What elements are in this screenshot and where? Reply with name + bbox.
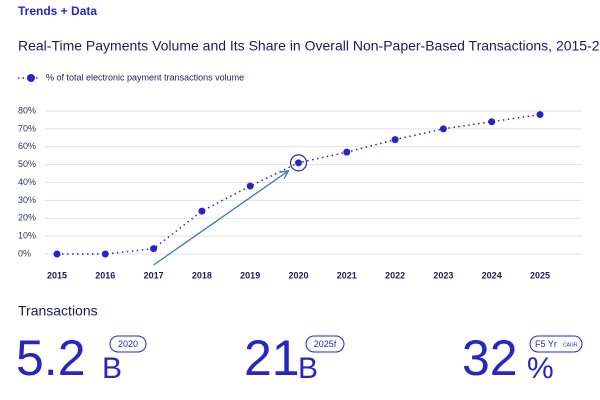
y-tick-label: 70%	[18, 123, 36, 133]
x-tick-label: 2015	[47, 270, 67, 280]
stat-value: 21	[244, 330, 300, 386]
stat-unit: %	[527, 352, 554, 385]
x-tick-label: 2021	[337, 270, 357, 280]
y-tick-label: 50%	[18, 159, 36, 169]
stat-value: 5.2	[16, 330, 86, 386]
trend-arrow	[153, 170, 289, 266]
data-point	[150, 245, 158, 253]
data-point	[488, 118, 496, 126]
data-point	[246, 182, 254, 190]
data-point	[391, 136, 399, 144]
y-tick-label: 10%	[18, 231, 36, 241]
x-tick-label: 2025	[530, 270, 550, 280]
section-title: Transactions	[18, 303, 98, 319]
x-tick-label: 2017	[144, 270, 164, 280]
x-tick-label: 2022	[385, 270, 405, 280]
y-tick-label: 40%	[18, 177, 36, 187]
data-point	[343, 148, 351, 156]
header: Trends + Data	[18, 4, 97, 18]
stat-tag: F5 Yr	[535, 339, 557, 349]
data-point	[101, 250, 109, 258]
y-tick-label: 80%	[18, 105, 36, 115]
stat-unit: B	[102, 352, 122, 385]
x-tick-label: 2019	[240, 270, 260, 280]
chart-title: Real-Time Payments Volume and Its Share …	[18, 38, 600, 54]
y-tick-label: 60%	[18, 141, 36, 151]
y-tick-label: 20%	[18, 213, 36, 223]
stat-tag-note: CAGR	[563, 342, 578, 348]
tag-pill	[529, 335, 583, 353]
stat-value: 32	[462, 330, 518, 386]
data-point	[439, 125, 447, 133]
trend-arrowhead	[279, 169, 290, 180]
x-tick-label: 2016	[95, 270, 115, 280]
data-point	[198, 207, 206, 215]
x-tick-label: 2023	[433, 270, 453, 280]
y-tick-label: 0%	[18, 248, 31, 258]
data-point	[53, 250, 61, 258]
highlight-ring	[289, 154, 308, 172]
tag-pill	[305, 335, 345, 353]
stat-unit: B	[298, 352, 318, 385]
data-point	[536, 111, 544, 119]
x-tick-label: 2024	[482, 270, 502, 280]
legend-marker	[27, 74, 35, 82]
x-tick-label: 2020	[288, 270, 308, 280]
stat-tag: 2025f	[314, 339, 337, 349]
stat-tag: 2020	[118, 339, 138, 349]
legend-label: % of total electronic payment transactio…	[46, 72, 244, 82]
tag-pill	[109, 335, 147, 353]
series-line	[57, 113, 541, 255]
data-point	[295, 159, 302, 167]
x-tick-label: 2018	[192, 270, 212, 280]
y-tick-label: 30%	[18, 195, 36, 205]
